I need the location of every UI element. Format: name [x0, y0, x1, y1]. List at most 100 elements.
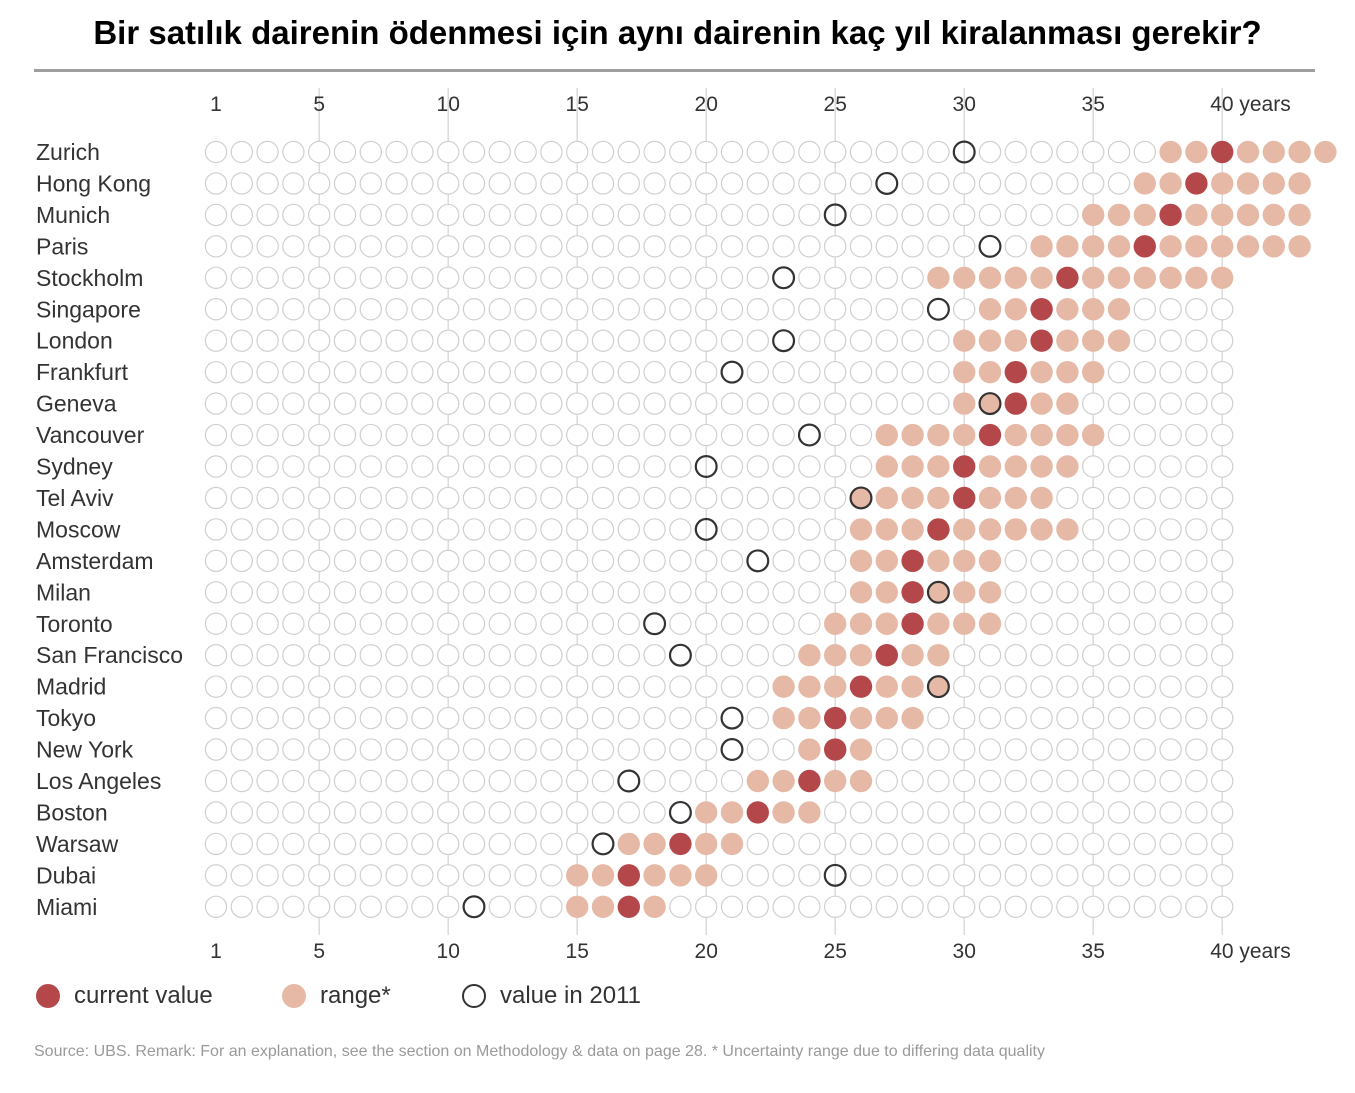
- empty-dot: [617, 329, 641, 352]
- empty-dot: [385, 895, 408, 919]
- empty-dot: [204, 895, 228, 919]
- empty-dot: [927, 864, 950, 887]
- range-dot: [875, 612, 898, 635]
- empty-dot: [824, 895, 847, 919]
- range-dot: [1185, 266, 1208, 289]
- empty-dot: [1107, 486, 1131, 510]
- empty-dot: [566, 329, 589, 352]
- empty-dot: [617, 675, 641, 698]
- empty-dot: [462, 455, 486, 478]
- empty-dot: [798, 832, 821, 856]
- empty-dot: [359, 392, 382, 415]
- empty-dot: [669, 172, 692, 195]
- empty-dot: [1107, 832, 1131, 856]
- empty-dot: [230, 706, 253, 730]
- empty-dot: [566, 455, 589, 478]
- current-dot-munich: [1159, 203, 1182, 227]
- empty-dot: [1159, 769, 1182, 793]
- range-dot: [566, 895, 589, 918]
- empty-dot: [437, 801, 460, 824]
- empty-dot: [1030, 832, 1053, 856]
- range-dot: [901, 706, 924, 730]
- range-dot: [1314, 140, 1337, 164]
- x-tick-top-5: 5: [313, 93, 325, 116]
- empty-dot: [540, 203, 563, 227]
- empty-dot: [875, 266, 899, 289]
- empty-dot: [540, 801, 563, 824]
- empty-dot: [411, 549, 434, 573]
- empty-dot: [385, 832, 408, 856]
- empty-dot: [927, 392, 950, 415]
- empty-dot: [1004, 864, 1028, 887]
- empty-dot: [514, 801, 537, 824]
- empty-dot: [1107, 581, 1131, 604]
- empty-dot: [1056, 738, 1079, 761]
- empty-dot: [1081, 706, 1105, 730]
- range-dot: [1004, 266, 1027, 289]
- empty-dot: [1210, 486, 1234, 510]
- range-dot: [1262, 235, 1286, 258]
- empty-dot: [849, 329, 873, 352]
- empty-dot: [1185, 392, 1208, 415]
- empty-dot: [514, 612, 537, 635]
- empty-dot: [1185, 769, 1208, 793]
- row-tel-aviv: [204, 486, 1234, 510]
- current-dot-moscow: [927, 518, 950, 541]
- empty-dot: [1107, 392, 1131, 415]
- empty-dot: [359, 644, 382, 667]
- empty-dot: [230, 203, 253, 227]
- range-dot: [1030, 455, 1053, 478]
- empty-dot: [514, 140, 537, 164]
- empty-dot: [1081, 140, 1105, 164]
- empty-dot: [308, 769, 331, 793]
- empty-dot: [772, 455, 795, 478]
- empty-dot: [462, 738, 486, 761]
- empty-dot: [1185, 423, 1208, 447]
- empty-dot: [359, 581, 382, 604]
- empty-dot: [746, 675, 770, 698]
- empty-dot: [204, 612, 228, 635]
- range-dot: [1262, 140, 1286, 164]
- empty-dot: [540, 455, 563, 478]
- row-frankfurt: [204, 360, 1234, 384]
- range-dot: [1030, 266, 1053, 289]
- range-dot: [1262, 203, 1286, 227]
- empty-dot: [514, 895, 537, 919]
- empty-dot: [204, 644, 228, 667]
- empty-dot: [1159, 455, 1182, 478]
- empty-dot: [746, 581, 770, 604]
- empty-dot: [514, 581, 537, 604]
- empty-dot: [927, 329, 950, 352]
- range-dot: [875, 486, 898, 510]
- range-dot: [1082, 203, 1105, 227]
- empty-dot: [488, 518, 511, 541]
- empty-dot: [875, 360, 899, 384]
- empty-dot: [540, 738, 563, 761]
- empty-dot: [824, 455, 847, 478]
- row-paris: [204, 234, 1311, 258]
- empty-dot: [772, 864, 795, 887]
- empty-dot: [1159, 644, 1182, 667]
- range-dot: [669, 864, 692, 887]
- empty-dot: [1185, 895, 1208, 919]
- empty-dot: [385, 203, 408, 227]
- empty-dot: [204, 738, 228, 761]
- empty-dot: [591, 266, 615, 289]
- empty-dot: [385, 329, 408, 352]
- empty-dot: [359, 864, 382, 887]
- range-dot: [1082, 235, 1105, 258]
- range-dot: [927, 581, 950, 604]
- city-label-tel-aviv: Tel Aviv: [36, 485, 114, 511]
- empty-dot: [333, 203, 357, 227]
- current-dot-paris: [1133, 235, 1157, 258]
- empty-dot: [359, 266, 382, 289]
- empty-dot: [720, 329, 744, 352]
- city-label-milan: Milan: [36, 579, 91, 605]
- empty-dot: [1210, 518, 1234, 541]
- range-dot: [720, 801, 744, 824]
- empty-dot: [695, 298, 718, 321]
- x-tick-top-35: 35: [1082, 93, 1105, 116]
- empty-dot: [333, 706, 357, 730]
- range-dot: [1030, 392, 1053, 415]
- empty-dot: [746, 895, 770, 919]
